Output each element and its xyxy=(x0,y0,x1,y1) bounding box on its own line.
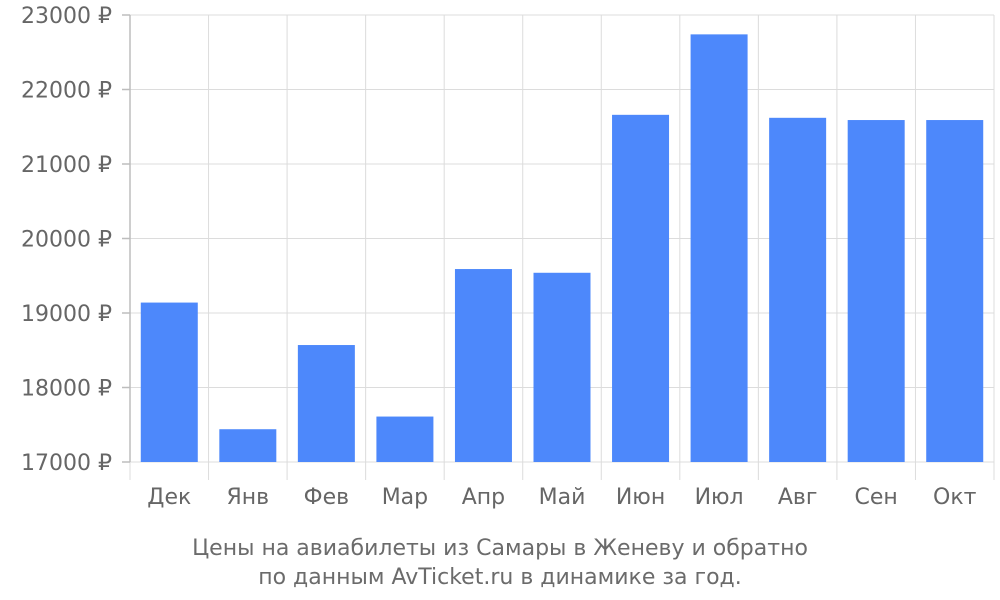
x-tick-label: Фев xyxy=(304,485,349,510)
y-tick-label: 20000 ₽ xyxy=(21,228,112,253)
bar xyxy=(297,345,355,462)
y-tick-label: 17000 ₽ xyxy=(21,451,112,476)
grid xyxy=(129,14,995,463)
bars xyxy=(140,34,984,463)
x-tick-label: Авг xyxy=(778,485,818,510)
bar xyxy=(533,272,591,462)
y-tick-label: 22000 ₽ xyxy=(21,79,112,104)
x-tick-label: Май xyxy=(539,485,586,510)
x-tick-label: Окт xyxy=(933,485,977,510)
bar xyxy=(690,34,748,463)
x-tick-label: Апр xyxy=(462,485,505,510)
caption-line-2: по данным AvTicket.ru в динамике за год. xyxy=(258,565,742,590)
y-tick-label: 21000 ₽ xyxy=(21,153,112,178)
y-tick-label: 18000 ₽ xyxy=(21,377,112,402)
caption-line-1: Цены на авиабилеты из Самары в Женеву и … xyxy=(192,536,808,561)
y-tick-label: 19000 ₽ xyxy=(21,302,112,327)
x-tick-label: Сен xyxy=(855,485,898,510)
x-tick-label: Дек xyxy=(147,485,191,510)
bar xyxy=(376,416,434,462)
bar xyxy=(219,429,277,462)
y-tick-label: 23000 ₽ xyxy=(21,4,112,29)
axes xyxy=(122,14,995,480)
x-tick-labels: Дек Янв Фев Мар Апр Май Июн Июл Авг Сен Окт xyxy=(147,485,976,510)
bar xyxy=(140,302,198,462)
bar xyxy=(454,269,512,462)
bar xyxy=(612,114,670,462)
bar xyxy=(769,117,827,462)
x-tick-label: Янв xyxy=(226,485,269,510)
x-tick-label: Июл xyxy=(695,485,744,510)
bar xyxy=(926,120,984,463)
x-tick-label: Июн xyxy=(616,485,665,510)
x-tick-label: Мар xyxy=(382,485,428,510)
bar xyxy=(847,120,905,463)
y-tick-labels: 17000 ₽ 18000 ₽ 19000 ₽ 20000 ₽ 21000 ₽ 22000… xyxy=(21,4,112,476)
